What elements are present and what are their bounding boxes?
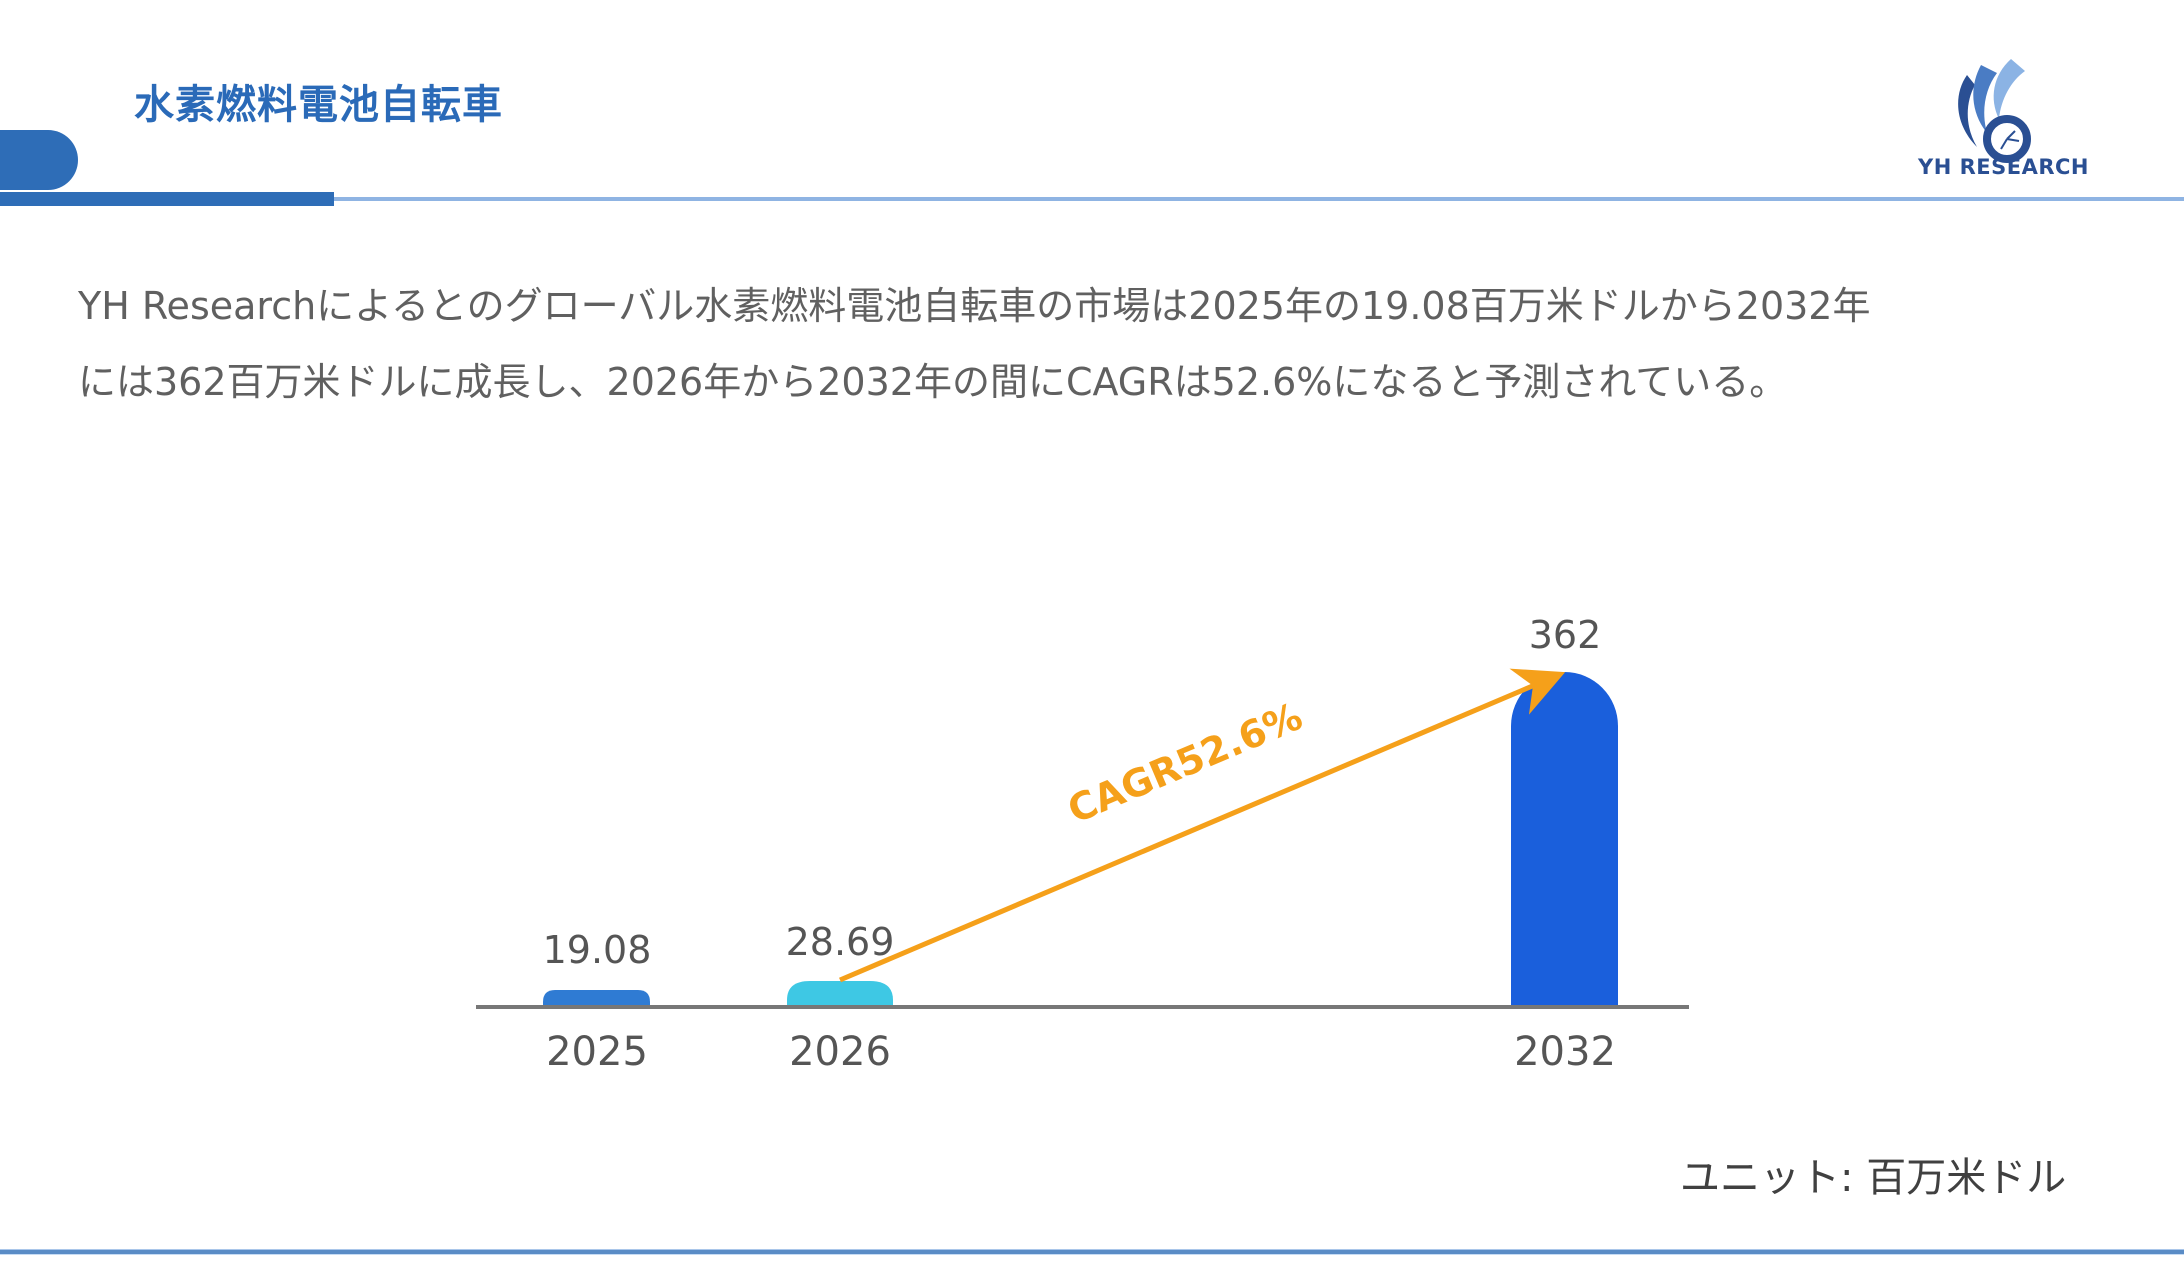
bar-2026 [787, 981, 893, 1007]
cagr-label: CAGR52.6% [1061, 694, 1308, 832]
market-description: YH Researchによるとのグローバル水素燃料電池自転車の市場は2025年の… [78, 268, 2138, 420]
cagr-arrow [839, 668, 1566, 983]
value-label-2025: 19.08 [543, 928, 652, 972]
bar-2025 [543, 990, 650, 1007]
value-label-2032: 362 [1529, 613, 1602, 657]
header-accent-bar [0, 192, 334, 206]
footer-divider [0, 1249, 2184, 1255]
logo-text: YH RESEARCH [1918, 155, 2089, 179]
page-title: 水素燃料電池自転車 [134, 82, 503, 128]
value-label-2026: 28.69 [786, 920, 895, 964]
yh-research-logo-icon [1958, 59, 2031, 163]
category-label-2026: 2026 [789, 1029, 891, 1075]
header-divider [334, 197, 2184, 201]
header-accent-tab [0, 130, 78, 190]
category-label-2032: 2032 [1514, 1029, 1616, 1075]
unit-label: ユニット: 百万米ドル [1680, 1155, 2067, 1201]
description-line-1: YH Researchによるとのグローバル水素燃料電池自転車の市場は2025年の… [78, 284, 1871, 328]
category-label-2025: 2025 [546, 1029, 648, 1075]
description-line-2: には362百万米ドルに成長し、2026年から2032年の間にCAGRは52.6%… [78, 360, 1788, 404]
bar-2032 [1511, 672, 1618, 1007]
